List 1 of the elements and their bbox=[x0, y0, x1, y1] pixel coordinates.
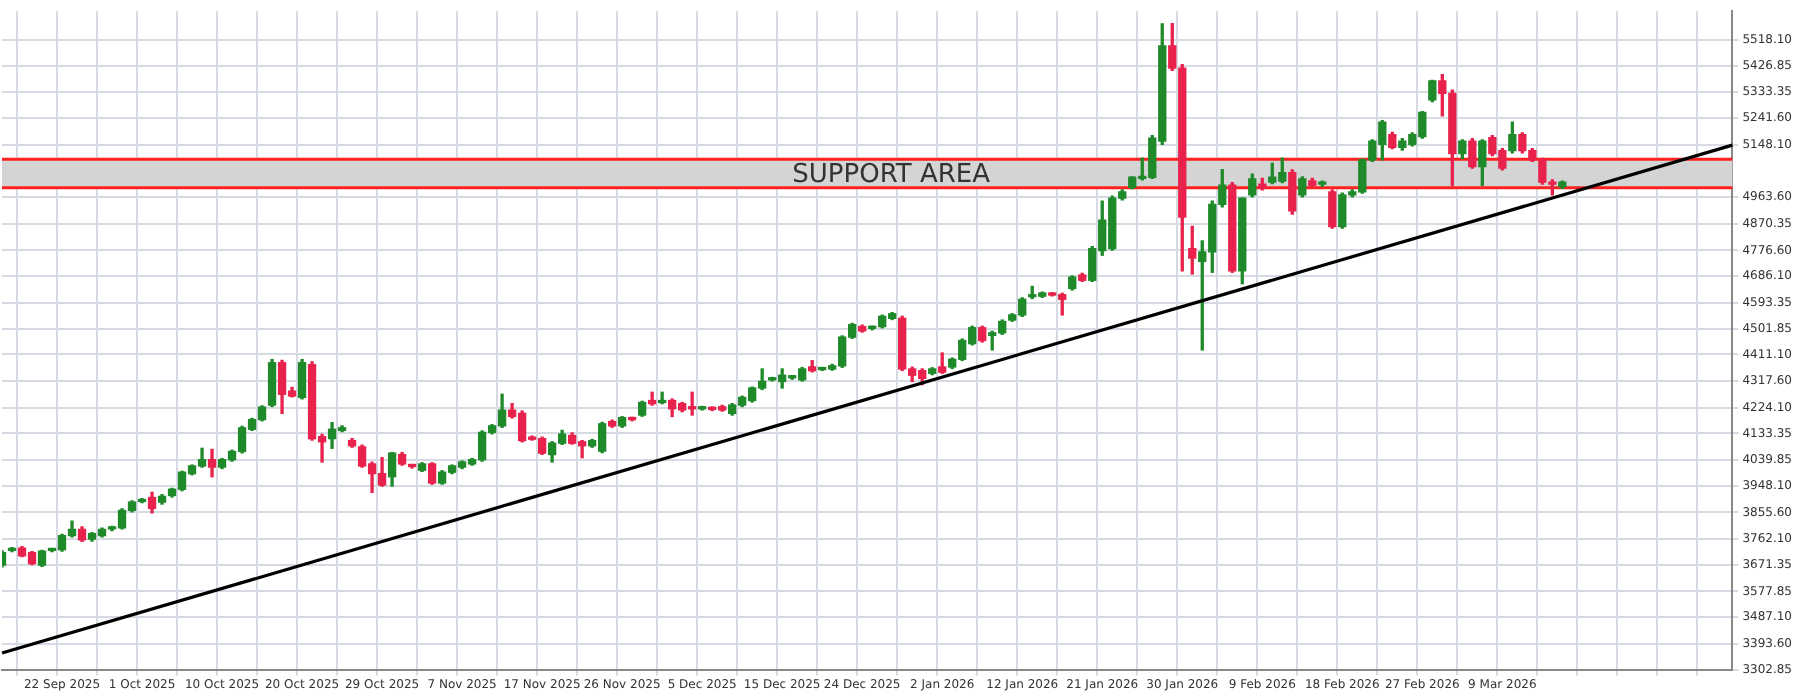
band-label: SUPPORT AREA bbox=[792, 160, 991, 191]
